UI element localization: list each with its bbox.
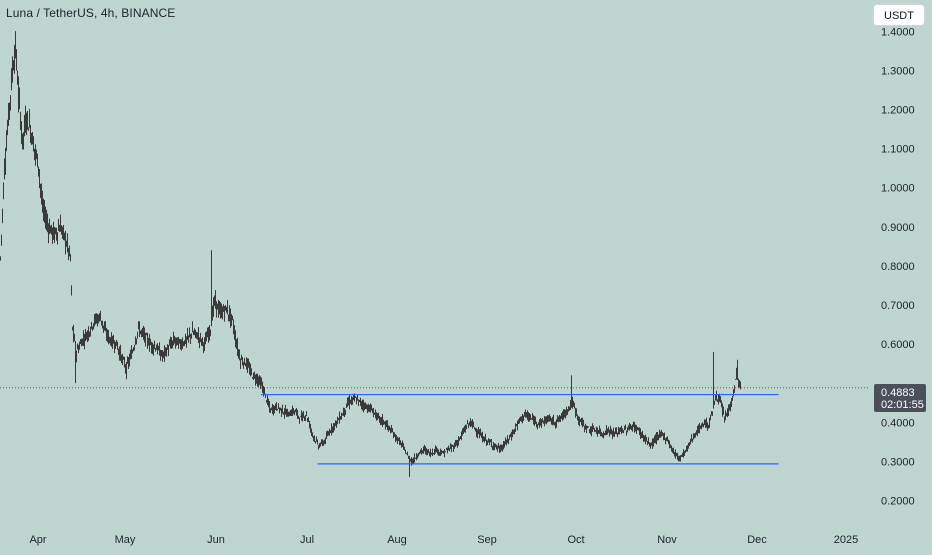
price-tag-value: 0.4883: [881, 387, 915, 399]
time-tick-label: Jul: [300, 534, 314, 546]
time-tick-label: 2025: [834, 534, 858, 546]
time-tick-label: Apr: [29, 534, 46, 546]
drawing-lines[interactable]: [261, 393, 779, 465]
time-tick-label: Oct: [567, 534, 584, 546]
price-tag-countdown: 02:01:55: [881, 399, 924, 411]
price-tick-label: 1.0000: [881, 183, 915, 195]
price-tag-bg: [874, 384, 926, 412]
time-tick-label: Sep: [477, 534, 497, 546]
price-tick-label: 0.9000: [881, 222, 915, 234]
price-tick-label: 1.2000: [881, 104, 915, 116]
price-tick-label: 1.1000: [881, 144, 915, 156]
plot-area[interactable]: [0, 31, 870, 477]
price-tick-label: 0.4000: [881, 417, 915, 429]
time-axis[interactable]: Apr May Jun Jul Aug Sep Oct Nov Dec 2025: [29, 534, 858, 546]
price-tick-label: 0.3000: [881, 456, 915, 468]
price-tick-label: 0.7000: [881, 300, 915, 312]
time-tick-label: Nov: [657, 534, 677, 546]
time-tick-label: Jun: [207, 534, 225, 546]
price-axis[interactable]: 1.4000 1.3000 1.2000 1.1000 1.0000 0.9000 0.80…: [881, 26, 915, 507]
symbol-title: Luna / TetherUS, 4h, BINANCE: [6, 6, 176, 20]
price-tick-label: 0.6000: [881, 339, 915, 351]
time-tick-label: Aug: [387, 534, 407, 546]
price-tick-label: 0.2000: [881, 495, 915, 507]
last-price-tag: 0.4883 02:01:55: [874, 384, 926, 412]
price-tick-label: 1.3000: [881, 65, 915, 77]
currency-button[interactable]: USDT: [873, 4, 925, 26]
price-tick-label: 0.8000: [881, 261, 915, 273]
price-tick-label: 1.4000: [881, 26, 915, 38]
time-tick-label: May: [115, 534, 136, 546]
time-tick-label: Dec: [747, 534, 767, 546]
